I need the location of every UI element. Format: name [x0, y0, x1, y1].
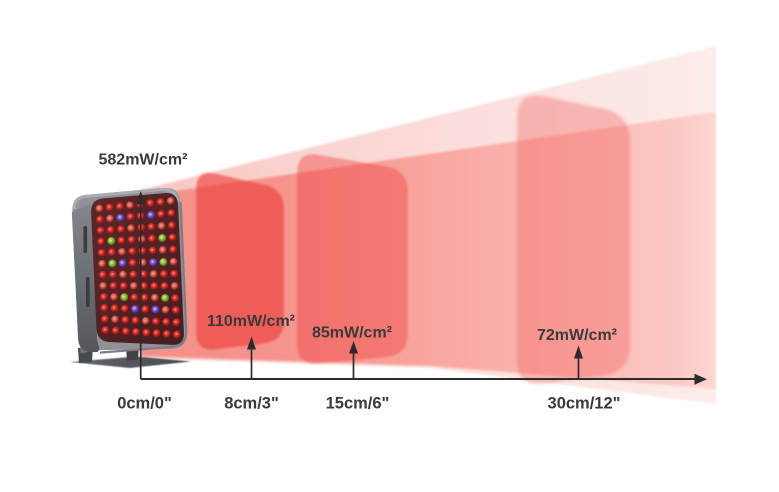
- svg-text:72mW/cm²: 72mW/cm²: [537, 327, 617, 344]
- svg-text:110mW/cm²: 110mW/cm²: [207, 313, 295, 330]
- svg-text:15cm/6": 15cm/6": [326, 395, 390, 413]
- svg-text:8cm/3": 8cm/3": [224, 395, 279, 413]
- svg-text:85mW/cm²: 85mW/cm²: [312, 325, 392, 342]
- svg-text:30cm/12": 30cm/12": [548, 395, 621, 413]
- svg-text:582mW/cm²: 582mW/cm²: [99, 152, 188, 169]
- svg-text:0cm/0": 0cm/0": [117, 395, 172, 413]
